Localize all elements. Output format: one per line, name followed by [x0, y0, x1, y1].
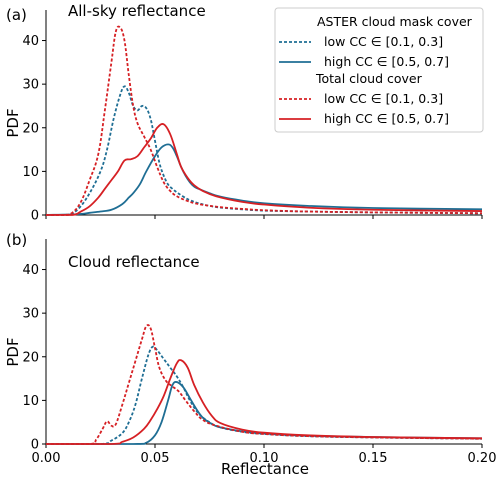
panel-b-series-total-low — [46, 324, 483, 445]
panel-a-ytick-label: 20 — [22, 121, 39, 136]
panel-b-ytick-label: 0 — [31, 438, 39, 453]
panel-b-series-aster-low — [46, 345, 483, 445]
panel-a-axes: 0 10 20 30 40 — [22, 10, 483, 224]
panel-b-letter: (b) — [6, 231, 27, 249]
panel-a-ytick-label: 10 — [22, 165, 39, 180]
panel-b-ytick-label: 30 — [22, 307, 39, 322]
panel-b-xtick-label: 0.15 — [359, 451, 388, 466]
panel-b-ylabel: PDF — [4, 337, 22, 366]
panel-a-ytick-label: 40 — [22, 34, 39, 49]
panel-b-ytick-label: 10 — [22, 394, 39, 409]
panel-b-series-total-high — [46, 359, 483, 445]
panel-b-xtick-label: 0.20 — [468, 451, 497, 466]
panel-b-xtick-label: 0.05 — [141, 451, 170, 466]
legend: ASTER cloud mask cover low CC ∈ [0.1, 0.… — [274, 7, 484, 133]
legend-group2-title: Total cloud cover — [315, 71, 423, 86]
legend-total-high-label: high CC ∈ [0.5, 0.7] — [324, 111, 449, 126]
panel-a-letter: (a) — [6, 6, 27, 24]
panel-b-xtick-label: 0.10 — [250, 451, 279, 466]
legend-aster-low-label: low CC ∈ [0.1, 0.3] — [324, 34, 443, 49]
panel-a-title: All-sky reflectance — [68, 2, 206, 20]
legend-aster-high-label: high CC ∈ [0.5, 0.7] — [324, 54, 449, 69]
panel-a-series-total-high — [46, 123, 483, 216]
legend-total-low-label: low CC ∈ [0.1, 0.3] — [324, 91, 443, 106]
legend-frame — [274, 7, 484, 133]
panel-a: (a) All-sky reflectance PDF 0 10 20 30 40 AS… — [4, 2, 484, 224]
panel-b-ytick-label: 40 — [22, 263, 39, 278]
panel-a-ytick-label: 30 — [22, 78, 39, 93]
x-axis-label: Reflectance — [221, 460, 309, 478]
panel-b: (b) Cloud reflectance PDF 0 10 20 30 40 0.00 0… — [4, 231, 496, 466]
panel-a-series-aster-high — [45, 143, 483, 216]
panel-b-lines — [46, 324, 483, 445]
panel-a-ylabel: PDF — [4, 108, 22, 137]
legend-group1-title: ASTER cloud mask cover — [317, 14, 473, 29]
panel-a-series-total-low — [46, 25, 483, 216]
panel-b-ytick-label: 20 — [22, 350, 39, 365]
panel-b-xtick-label: 0.00 — [32, 451, 61, 466]
panel-b-title: Cloud reflectance — [68, 253, 200, 271]
panel-a-ytick-label: 0 — [31, 209, 39, 224]
panel-a-lines — [45, 25, 483, 216]
